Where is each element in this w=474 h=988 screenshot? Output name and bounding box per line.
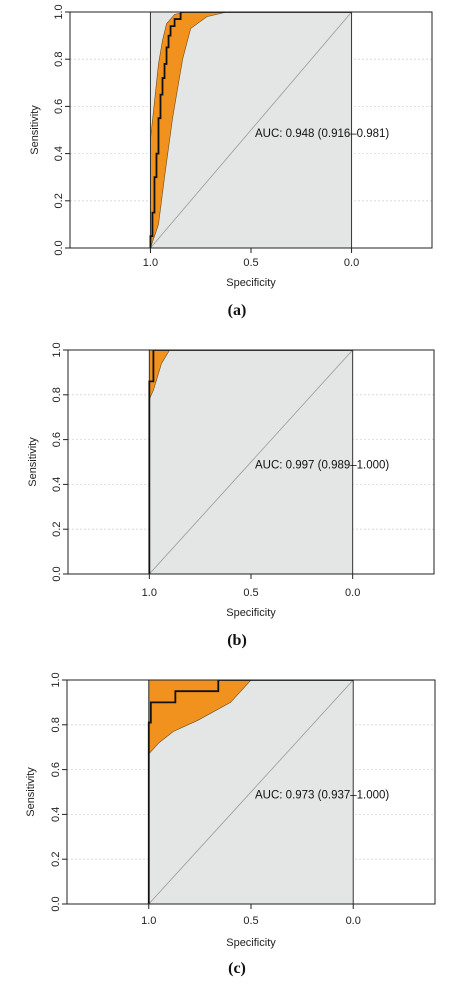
roc-chart-b: 0.0 0.2 0.4 0.6 0.8 1.0 1.0 0.5 0.0 Specificity Se… — [0, 330, 474, 630]
caption-c: (c) — [228, 960, 246, 977]
x-tick-label-1: 0.5 — [243, 915, 258, 927]
y-tick-label-4: 0.8 — [51, 387, 63, 402]
caption-b: (b) — [227, 632, 247, 649]
y-tick-label-3: 0.6 — [53, 99, 65, 114]
caption-a: (a) — [227, 302, 247, 319]
auc-annotation: AUC: 0.948 (0.916–0.981) — [255, 128, 389, 140]
y-tick-label-4: 0.8 — [53, 52, 65, 67]
y-tick-label-5: 1.0 — [51, 342, 63, 357]
y-tick-label-0: 0.0 — [50, 896, 62, 911]
y-tick-label-0: 0.0 — [51, 566, 63, 581]
x-tick-label-0: 1.0 — [142, 587, 157, 599]
x-tick-label-2: 0.0 — [344, 257, 359, 269]
roc-chart-a: 0.0 0.2 0.4 0.6 0.8 1.0 1.0 0.5 0.0 Specificity Se… — [0, 0, 474, 300]
y-tick-label-4: 0.8 — [50, 717, 62, 732]
y-tick-label-0: 0.0 — [53, 240, 65, 255]
y-tick-label-2: 0.4 — [53, 146, 65, 161]
y-axis-title: Sensitivity — [29, 105, 41, 155]
y-tick-label-1: 0.2 — [51, 522, 63, 537]
roc-panel-a: 0.0 0.2 0.4 0.6 0.8 1.0 1.0 0.5 0.0 Specificity Se… — [0, 0, 474, 330]
y-axis-title: Sensitivity — [25, 767, 37, 817]
y-tick-label-3: 0.6 — [51, 432, 63, 447]
x-tick-label-0: 1.0 — [141, 915, 156, 927]
margin-mask — [0, 248, 474, 300]
x-axis-title: Specificity — [226, 937, 276, 949]
x-tick-label-0: 1.0 — [143, 257, 158, 269]
y-tick-label-1: 0.2 — [50, 852, 62, 867]
y-tick-label-5: 1.0 — [53, 4, 65, 19]
margin-mask-top — [0, 330, 474, 350]
x-tick-label-1: 0.5 — [243, 587, 258, 599]
x-axis-title: Specificity — [226, 277, 276, 289]
x-axis-title: Specificity — [226, 607, 276, 619]
margin-mask-top — [0, 660, 474, 680]
x-tick-label-2: 0.0 — [345, 587, 360, 599]
y-tick-label-2: 0.4 — [51, 477, 63, 492]
auc-annotation: AUC: 0.973 (0.937–1.000) — [255, 790, 389, 802]
y-tick-label-1: 0.2 — [53, 193, 65, 208]
roc-curve — [147, 679, 354, 904]
roc-curve — [149, 11, 352, 248]
y-tick-label-3: 0.6 — [50, 762, 62, 777]
y-tick-label-2: 0.4 — [50, 807, 62, 822]
margin-mask-top — [0, 0, 474, 12]
x-tick-label-1: 0.5 — [243, 257, 258, 269]
y-tick-label-5: 1.0 — [50, 672, 62, 687]
margin-mask — [0, 574, 474, 630]
x-tick-label-2: 0.0 — [346, 915, 361, 927]
roc-chart-c: 0.0 0.2 0.4 0.6 0.8 1.0 1.0 0.5 0.0 Specificity Se… — [0, 660, 474, 960]
auc-annotation: AUC: 0.997 (0.989–1.000) — [255, 460, 389, 472]
y-axis-title: Sensitivity — [27, 437, 39, 487]
roc-panel-c: 0.0 0.2 0.4 0.6 0.8 1.0 1.0 0.5 0.0 Specificity Se… — [0, 660, 474, 988]
roc-panel-b: 0.0 0.2 0.4 0.6 0.8 1.0 1.0 0.5 0.0 Specificity Se… — [0, 330, 474, 660]
margin-mask — [0, 904, 474, 960]
